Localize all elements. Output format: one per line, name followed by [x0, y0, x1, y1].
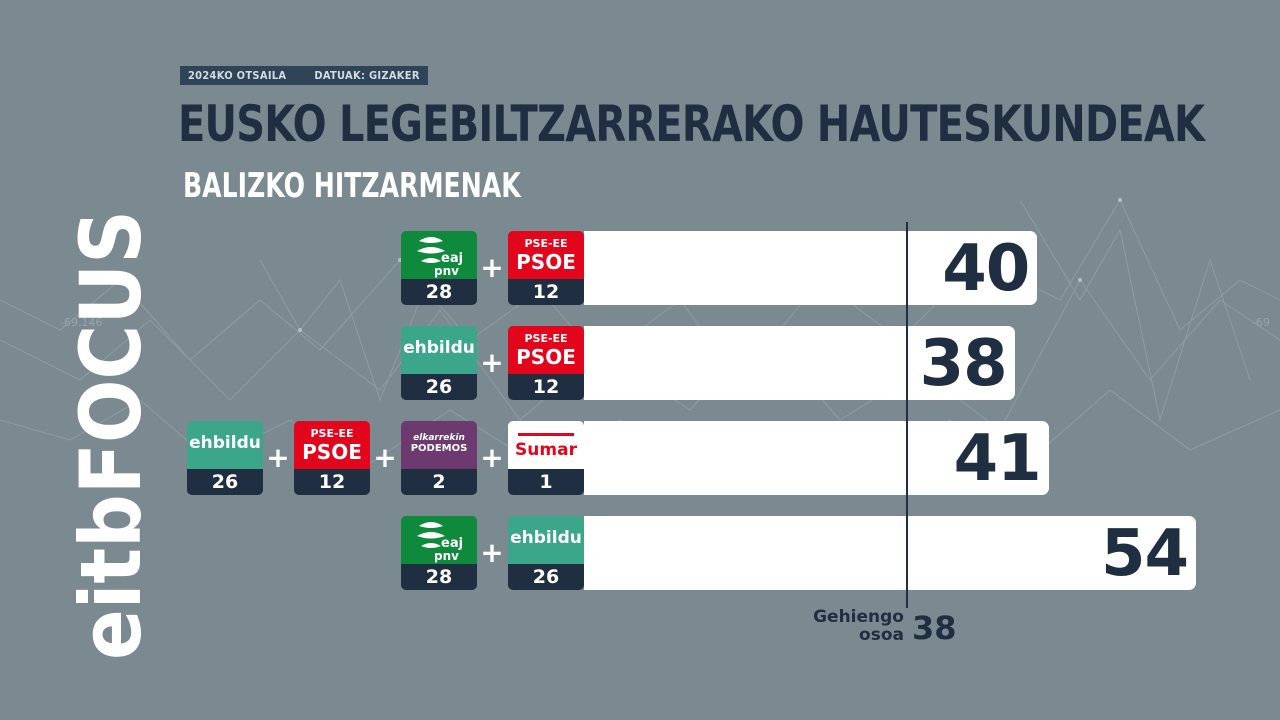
majority-value: 38	[912, 609, 957, 647]
bildu-logo-text: ehbildu	[510, 528, 582, 548]
coalition-total: 38	[919, 327, 1008, 401]
party-logo: PSE-EE PSOE	[508, 231, 584, 279]
majority-label-line2: osoa	[859, 625, 904, 645]
logo-text: eitbFOCUS	[72, 210, 160, 660]
page-subtitle: BALIZKO HITZARMENAK	[183, 166, 521, 206]
party-box-psoe: PSE-EE PSOE 12	[294, 421, 370, 495]
coalition-bar	[584, 231, 1038, 305]
plus-sign: +	[480, 441, 504, 474]
party-seats: 1	[508, 469, 584, 495]
party-box-bildu: ehbildu 26	[508, 516, 584, 590]
party-seats: 2	[401, 469, 477, 495]
plus-sign: +	[480, 346, 504, 379]
party-logo: eaj pnv	[401, 516, 477, 564]
majority-label: Gehiengo osoa	[812, 608, 904, 644]
party-logo: ehbildu	[187, 421, 263, 469]
coalition-total: 40	[942, 232, 1030, 306]
eitb-focus-logo: eitbFOCUS	[62, 205, 162, 665]
source-label: DATUAK: GIZAKER	[314, 69, 420, 82]
party-box-pnv: eaj pnv 28	[401, 516, 477, 590]
coalition-bar	[584, 326, 1015, 400]
party-seats: 26	[508, 564, 584, 590]
plus-sign: +	[266, 441, 290, 474]
party-seats: 28	[401, 564, 477, 590]
party-seats: 26	[187, 469, 263, 495]
coalition-bar	[584, 421, 1049, 495]
party-box-bildu: ehbildu 26	[187, 421, 263, 495]
coalition-total: 41	[953, 422, 1042, 496]
party-seats: 12	[508, 374, 584, 400]
party-seats: 28	[401, 279, 477, 305]
party-logo: elkarrekin PODEMOS	[401, 421, 477, 469]
psoe-logo-line2: PSOE	[516, 345, 576, 369]
party-box-bildu: ehbildu 26	[401, 326, 477, 400]
sumar-logo-text: Sumar	[515, 440, 577, 460]
party-seats: 12	[294, 469, 370, 495]
majority-line	[906, 222, 908, 608]
psoe-logo-line1: PSE-EE	[524, 237, 568, 250]
svg-text:eaj: eaj	[441, 251, 463, 266]
plus-sign: +	[480, 251, 504, 284]
party-logo: Sumar	[508, 421, 584, 469]
plus-sign: +	[480, 536, 504, 569]
psoe-logo-line2: PSOE	[516, 250, 576, 274]
sumar-logo-stripe	[518, 433, 574, 436]
coalition-total: 54	[1100, 517, 1189, 591]
page-title: EUSKO LEGEBILTZARRERAKO HAUTESKUNDEAK	[178, 95, 1205, 153]
party-box-sumar: Sumar 1	[508, 421, 584, 495]
podemos-logo-line1: elkarrekin	[413, 433, 465, 443]
psoe-logo-line1: PSE-EE	[310, 427, 354, 440]
party-logo: ehbildu	[401, 326, 477, 374]
party-box-psoe: PSE-EE PSOE 12	[508, 231, 584, 305]
party-seats: 12	[508, 279, 584, 305]
party-logo: PSE-EE PSOE	[508, 326, 584, 374]
date-label: 2024KO OTSAILA	[188, 69, 287, 82]
psoe-logo-line1: PSE-EE	[524, 332, 568, 345]
header-meta: 2024KO OTSAILA DATUAK: GIZAKER	[180, 66, 428, 85]
party-box-pnv: eaj pnv 28	[401, 231, 477, 305]
svg-text:-69: -69	[1252, 316, 1270, 329]
bildu-logo-text: ehbildu	[403, 338, 475, 358]
svg-text:pnv: pnv	[434, 264, 459, 278]
party-box-podemos: elkarrekin PODEMOS 2	[401, 421, 477, 495]
psoe-logo-line2: PSOE	[302, 440, 362, 464]
party-logo: PSE-EE PSOE	[294, 421, 370, 469]
svg-text:-69.146: -69.146	[60, 316, 102, 329]
party-box-psoe: PSE-EE PSOE 12	[508, 326, 584, 400]
svg-text:eaj: eaj	[441, 536, 463, 551]
bildu-logo-text: ehbildu	[189, 433, 261, 453]
coalition-bar	[584, 516, 1196, 590]
podemos-logo-line2: PODEMOS	[410, 443, 468, 454]
party-seats: 26	[401, 374, 477, 400]
party-logo: eaj pnv	[401, 231, 477, 279]
svg-text:pnv: pnv	[434, 549, 459, 563]
party-logo: ehbildu	[508, 516, 584, 564]
majority-label-line1: Gehiengo	[813, 607, 904, 627]
plus-sign: +	[373, 441, 397, 474]
